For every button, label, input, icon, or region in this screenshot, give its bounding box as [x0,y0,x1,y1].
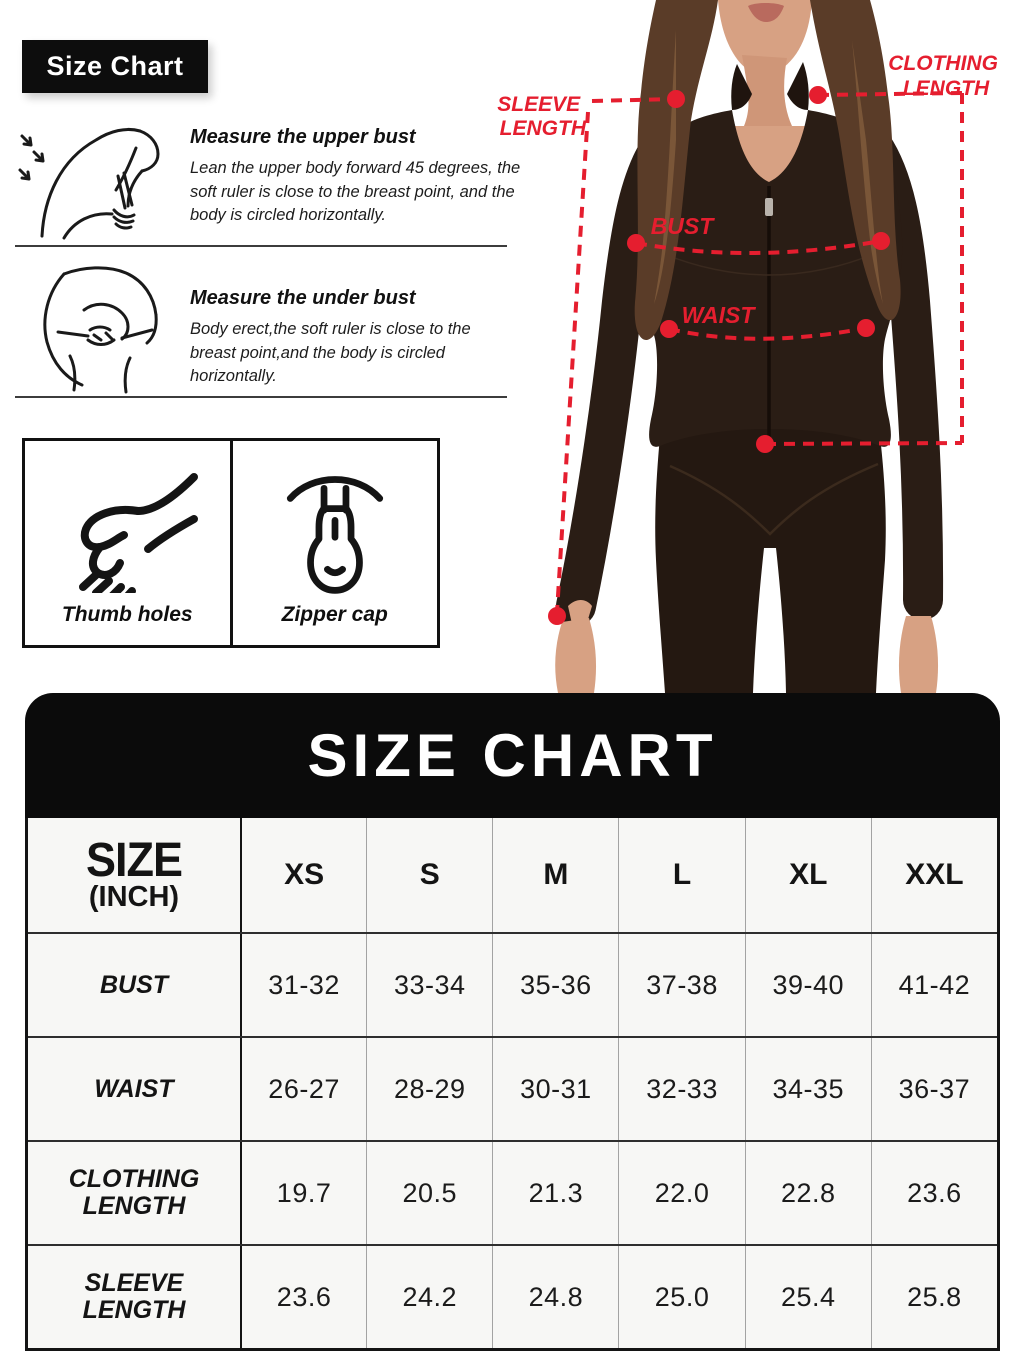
row-label: BUST [99,970,169,999]
sleeve-length-line [591,97,677,103]
size-chart-badge: Size Chart [22,40,208,93]
size-value-cell: 30-31 [492,1038,618,1140]
table-row-bust: BUST 31-32 33-34 35-36 37-38 39-40 41-42 [28,932,997,1036]
size-column-header: XL [744,818,871,932]
instruction-body: Body erect,the soft ruler is close to th… [190,320,471,386]
zipper-cap-icon [286,476,383,594]
measurement-overlay: SLEEVE LENGTH CLOTHING LENGTH BUST WAIST [497,52,1004,625]
model-skin [718,0,812,218]
size-value-cell: 35-36 [492,934,618,1036]
size-value-cell: 25.8 [870,1246,997,1348]
instruction-under-bust: Measure the under bust Body erect,the so… [190,287,530,389]
size-value-cell: 24.2 [366,1246,492,1348]
size-value-cell: 26-27 [240,1038,366,1140]
instruction-title: Measure the upper bust [190,126,416,148]
size-column-header: S [366,818,492,932]
measure-dots [548,86,890,625]
table-row-waist: WAIST 26-27 28-29 30-31 32-33 34-35 36-3… [28,1036,997,1140]
row-label: CLOTHING LENGTH [68,1165,200,1220]
row-label: WAIST [94,1074,174,1103]
size-chart-table: SIZE (INCH) XS S M L XL XXL BUST 31-32 3… [25,818,1000,1351]
size-value-cell: 21.3 [492,1142,618,1244]
size-value-cell: 37-38 [618,934,744,1036]
size-value-cell: 23.6 [870,1142,997,1244]
size-value-cell: 36-37 [870,1038,997,1140]
size-column-header: L [618,818,744,932]
clothing-length-label: CLOTHING LENGTH [888,52,1004,100]
size-value-cell: 20.5 [366,1142,492,1244]
thumb-holes-icon [79,473,199,593]
instruction-title: Measure the under bust [190,287,416,309]
size-value-cell: 31-32 [240,934,366,1036]
size-value-cell: 32-33 [618,1038,744,1140]
model-photo: SLEEVE LENGTH CLOTHING LENGTH BUST WAIST [497,0,1004,693]
size-value-cell: 19.7 [240,1142,366,1244]
waist-line [668,326,867,341]
size-column-header: M [492,818,618,932]
badge-label: Size Chart [46,51,184,81]
model-jacket [637,62,903,447]
size-value-cell: 25.4 [744,1246,871,1348]
size-value-cell: 41-42 [870,934,997,1036]
bust-line [635,239,882,255]
size-chart-title-bar: SIZE CHART [25,693,1000,818]
feature-thumb-holes: Thumb holes [25,441,230,645]
bust-label: BUST [651,213,716,239]
model-leggings [655,425,886,693]
measure-upper-bust-icon [18,127,160,240]
size-value-cell: 28-29 [366,1038,492,1140]
feature-label: Zipper cap [281,603,388,626]
size-value-cell: 22.8 [744,1142,871,1244]
size-value-cell: 22.0 [618,1142,744,1244]
size-value-cell: 39-40 [744,934,871,1036]
size-value-cell: 24.8 [492,1246,618,1348]
row-label: SLEEVE LENGTH [82,1269,186,1324]
clothing-length-line [817,91,963,97]
divider [15,396,507,398]
size-value-cell: 34-35 [744,1038,871,1140]
table-row-sleeve-length: SLEEVE LENGTH 23.6 24.2 24.8 25.0 25.4 2… [28,1244,997,1348]
waist-label: WAIST [682,302,757,328]
size-column-header: XS [240,818,366,932]
feature-label: Thumb holes [61,603,193,626]
measure-under-bust-icon [43,266,158,394]
feature-zipper-cap: Zipper cap [229,441,438,645]
sleeve-length-line [555,111,590,613]
table-row-clothing-length: CLOTHING LENGTH 19.7 20.5 21.3 22.0 22.8… [28,1140,997,1244]
clothing-length-line [764,441,963,446]
sleeve-length-label: SLEEVE LENGTH [497,93,587,140]
size-value-cell: 23.6 [240,1246,366,1348]
instruction-upper-bust: Measure the upper bust Lean the upper bo… [190,126,530,228]
divider [15,245,507,247]
features-box: Thumb holes Zipper cap [22,438,440,648]
model-hands [555,600,939,693]
size-unit-header: SIZE (INCH) [85,832,183,914]
size-value-cell: 25.0 [618,1246,744,1348]
table-header-row: SIZE (INCH) XS S M L XL XXL [28,818,997,932]
size-column-header: XXL [870,818,997,932]
instruction-body: Lean the upper body forward 45 degrees, … [190,159,521,225]
size-chart-title: SIZE CHART [307,722,718,789]
size-value-cell: 33-34 [366,934,492,1036]
